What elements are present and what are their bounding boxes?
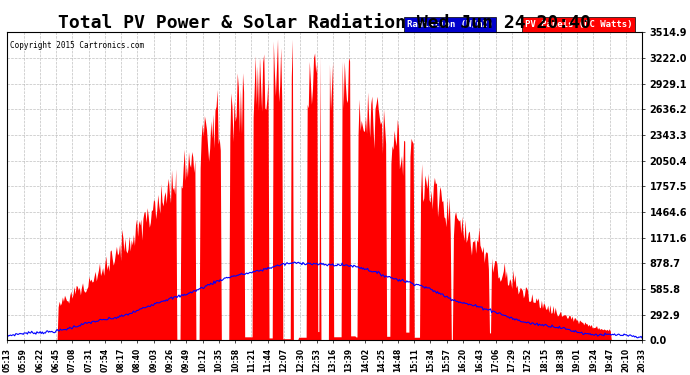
Text: Radiation (W/m2): Radiation (W/m2) <box>407 20 493 29</box>
Title: Total PV Power & Solar Radiation Wed Jun 24 20:40: Total PV Power & Solar Radiation Wed Jun… <box>58 14 591 32</box>
Text: PV Panels (DC Watts): PV Panels (DC Watts) <box>524 20 632 29</box>
Text: Copyright 2015 Cartronics.com: Copyright 2015 Cartronics.com <box>10 41 145 50</box>
